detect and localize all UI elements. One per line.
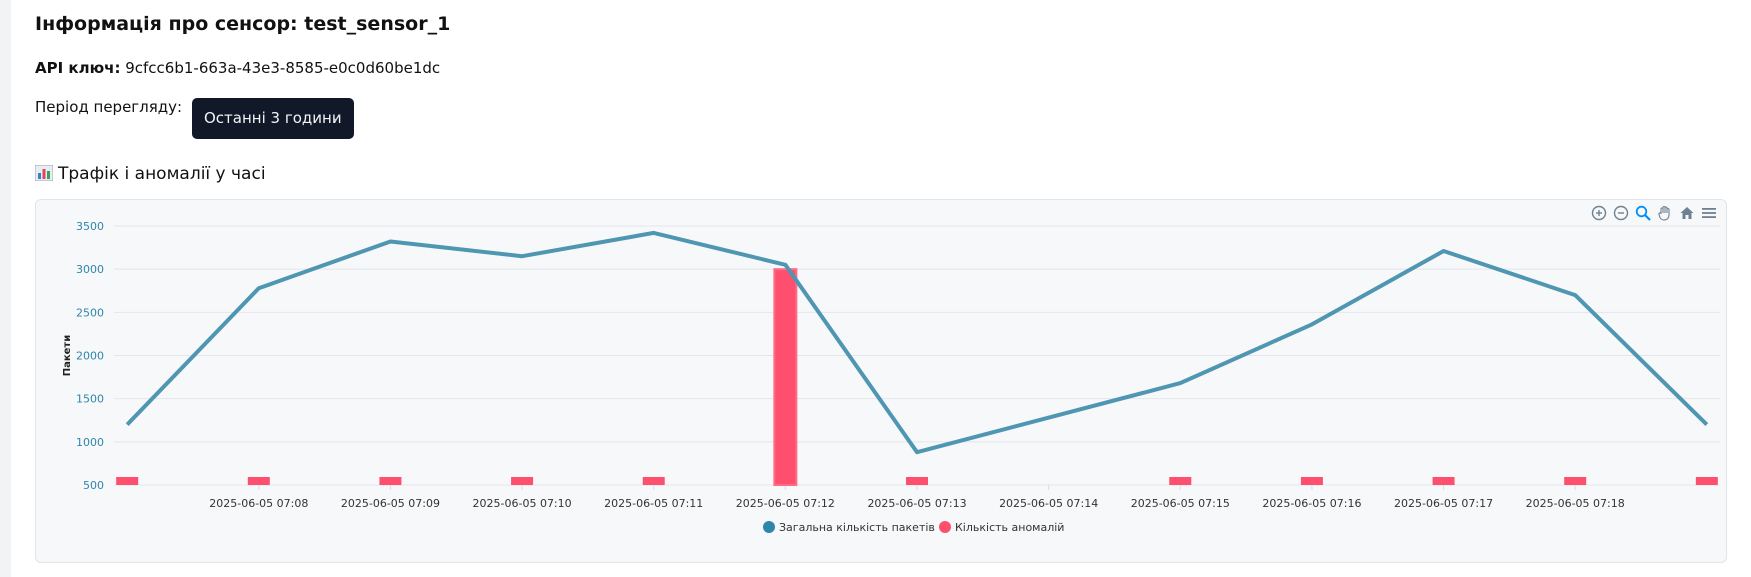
zoom-select-icon[interactable] [1634, 204, 1652, 222]
anomaly-bar [906, 477, 928, 485]
home-reset-icon[interactable] [1678, 204, 1696, 222]
api-key-value: 9cfcc6b1-663a-43e3-8585-e0c0d60be1dc [125, 59, 441, 77]
y-tick-label: 3000 [76, 263, 104, 276]
anomaly-bar [1432, 477, 1455, 485]
anomaly-bar [1300, 477, 1323, 485]
y-tick-label: 500 [83, 479, 104, 492]
x-tick-label: 2025-06-05 07:16 [1262, 497, 1361, 510]
x-tick-label: 2025-06-05 07:17 [1394, 497, 1493, 510]
x-tick-label: 2025-06-05 07:10 [473, 497, 572, 510]
period-label: Період перегляду: [35, 98, 183, 116]
anomaly-bar [511, 477, 534, 485]
anomaly-bar [1564, 477, 1587, 485]
anomaly-bar [1169, 477, 1192, 485]
chart-card: 500 1000 1500 2000 2500 3000 3500 Пакети 2025-06… [35, 199, 1727, 563]
api-key-label: API ключ: [35, 59, 121, 77]
chart-section-title: Трафік і аномалії у часі [35, 164, 266, 184]
packets-line [125, 230, 1709, 455]
anomaly-bar [379, 477, 402, 485]
legend-marker-anomalies [939, 521, 951, 533]
y-tick-label: 1500 [76, 393, 104, 406]
y-axis-title: Пакети [62, 335, 73, 377]
menu-icon[interactable] [1700, 204, 1718, 222]
x-tick-label: 2025-06-05 07:11 [604, 497, 703, 510]
period-select-value: Останні 3 години [204, 109, 342, 127]
legend-label-anomalies: Кількість аномалій [955, 521, 1064, 534]
anomaly-bar [116, 477, 139, 485]
legend-marker-packets [763, 521, 775, 533]
x-tick-label: 2025-06-05 07:18 [1526, 497, 1625, 510]
x-tick-label: 2025-06-05 07:13 [867, 497, 966, 510]
zoom-out-icon[interactable] [1612, 204, 1630, 222]
chevron-down-icon: ✓ [332, 112, 342, 125]
bar-chart-icon [35, 165, 53, 181]
zoom-in-icon[interactable] [1590, 204, 1608, 222]
x-tick-label: 2025-06-05 07:15 [1131, 497, 1230, 510]
x-tick-label: 2025-06-05 07:12 [736, 497, 835, 510]
y-tick-label: 2500 [76, 306, 104, 319]
page: Інформація про сенсор: test_sensor_1 API… [11, 0, 1751, 577]
y-tick-label: 1000 [76, 436, 104, 449]
anomaly-bar [642, 477, 665, 485]
y-tick-label: 2000 [76, 350, 104, 363]
x-tick-label: 2025-06-05 07:14 [999, 497, 1098, 510]
x-tick-label: 2025-06-05 07:08 [209, 497, 308, 510]
page-title: Інформація про сенсор: test_sensor_1 [35, 13, 451, 35]
anomaly-bar [247, 477, 270, 485]
period-select[interactable]: Останні 3 години ✓ [192, 98, 354, 139]
legend-label-packets: Загальна кількість пакетів [779, 521, 935, 534]
chart-toolbar [1590, 204, 1718, 222]
api-key-row: API ключ: 9cfcc6b1-663a-43e3-8585-e0c0d6… [35, 59, 440, 77]
traffic-anomaly-chart: 500 1000 1500 2000 2500 3000 3500 Пакети 2025-06… [62, 220, 1720, 534]
pan-hand-icon[interactable] [1656, 204, 1674, 222]
anomaly-bar [773, 268, 798, 486]
chart-section-title-text: Трафік і аномалії у часі [58, 164, 266, 184]
anomaly-bar [1695, 477, 1718, 485]
y-tick-label: 3500 [76, 220, 104, 233]
x-tick-label: 2025-06-05 07:09 [341, 497, 440, 510]
